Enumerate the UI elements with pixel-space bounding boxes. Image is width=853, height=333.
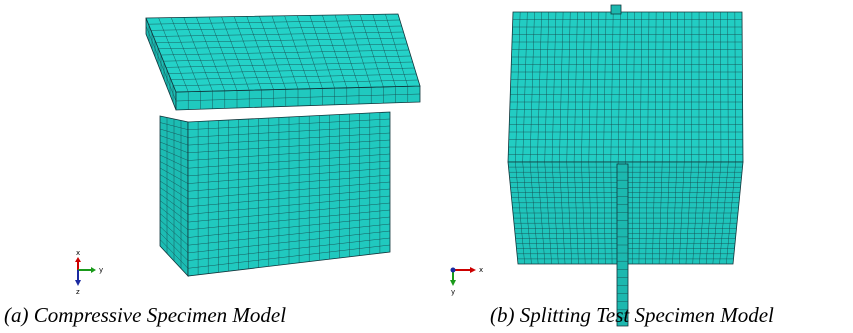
axis-label: x — [479, 266, 483, 274]
mesh-lines — [508, 12, 743, 162]
caption: (b) Splitting Test Specimen Model — [490, 303, 774, 327]
axis-label: y — [451, 288, 455, 296]
mesh-lines — [188, 113, 390, 275]
axis-triad: x y z — [75, 249, 103, 296]
mesh-models — [146, 5, 743, 326]
axis-label: x — [76, 249, 80, 257]
axis-label: z — [76, 288, 80, 296]
axis-label: y — [99, 266, 103, 274]
mesh-face — [611, 5, 621, 14]
caption: (a) Compressive Specimen Model — [4, 303, 286, 327]
figure: x y z x y (a) Compressive Specimen Model… — [0, 0, 853, 333]
axis-triad: x y — [450, 266, 483, 296]
